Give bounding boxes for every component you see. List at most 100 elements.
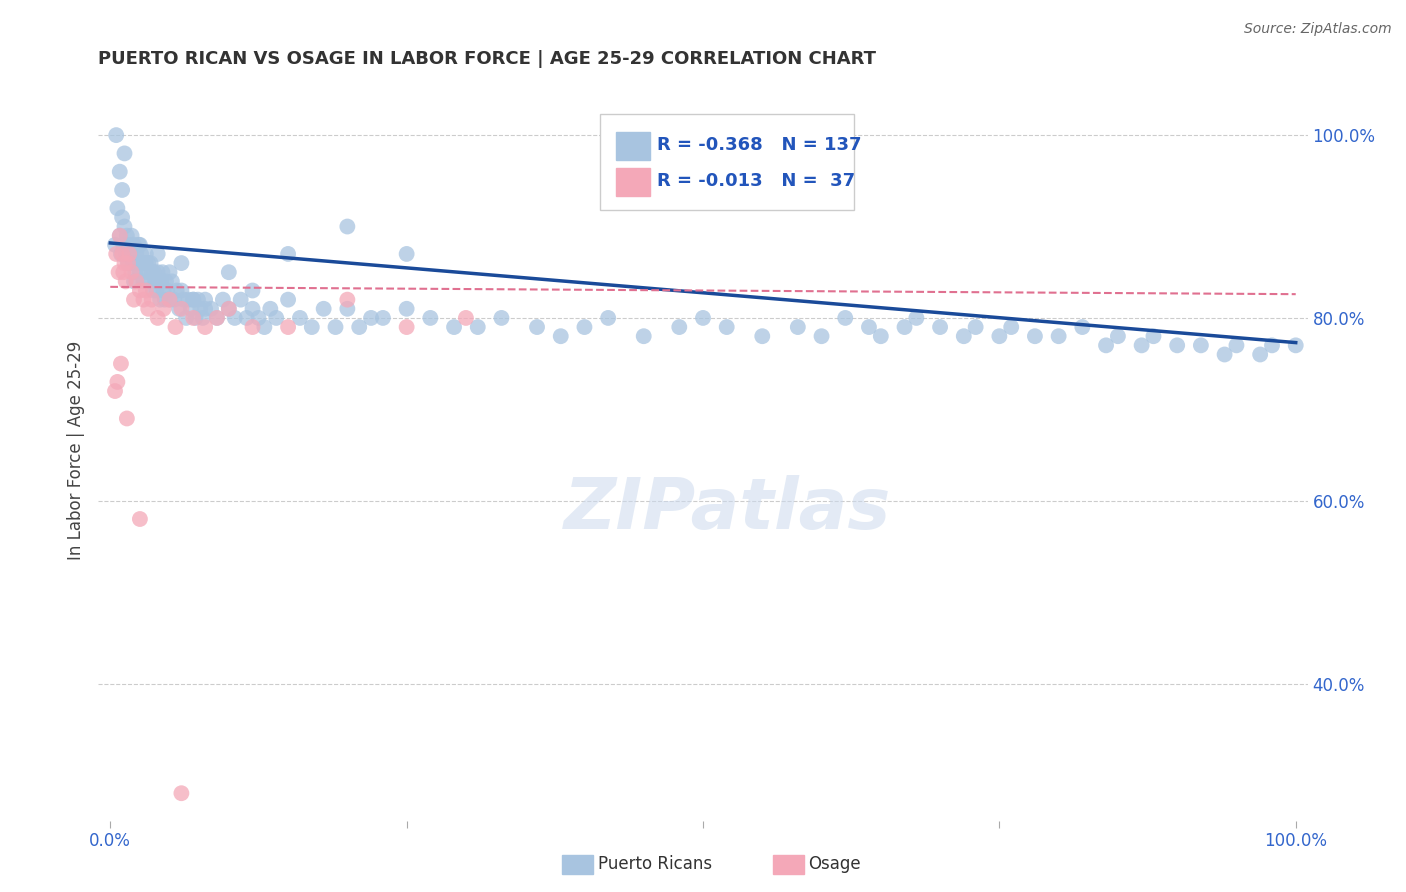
Point	[360, 310, 382, 325]
Point	[633, 329, 655, 343]
Point	[149, 293, 172, 307]
Point	[259, 301, 281, 316]
Point	[1249, 347, 1271, 361]
Point	[156, 284, 179, 298]
Point	[146, 247, 169, 261]
Point	[167, 301, 190, 316]
Point	[105, 201, 128, 215]
Point	[112, 237, 135, 252]
Point	[170, 786, 193, 800]
Point	[929, 320, 952, 334]
Point	[212, 293, 235, 307]
Point	[371, 310, 394, 325]
Point	[118, 247, 141, 261]
Point	[170, 284, 193, 298]
Point	[150, 274, 173, 288]
FancyBboxPatch shape	[600, 113, 855, 210]
Point	[114, 219, 136, 234]
Point	[467, 320, 489, 334]
Point	[205, 310, 228, 325]
Point	[105, 375, 128, 389]
Point	[159, 265, 181, 279]
Point	[121, 265, 143, 279]
Point	[1000, 320, 1022, 334]
Point	[152, 284, 174, 298]
Point	[277, 293, 299, 307]
Point	[135, 247, 157, 261]
Point	[111, 211, 134, 225]
Point	[122, 237, 145, 252]
Point	[253, 320, 276, 334]
Point	[159, 293, 181, 307]
Point	[180, 301, 202, 316]
Point	[1130, 338, 1153, 352]
Point	[965, 320, 987, 334]
Point	[170, 256, 193, 270]
Point	[218, 265, 240, 279]
Point	[107, 265, 129, 279]
Point	[136, 265, 159, 279]
Point	[173, 293, 195, 307]
Point	[112, 265, 135, 279]
Point	[187, 293, 209, 307]
Text: PUERTO RICAN VS OSAGE IN LABOR FORCE | AGE 25-29 CORRELATION CHART: PUERTO RICAN VS OSAGE IN LABOR FORCE | A…	[98, 50, 876, 68]
Point	[834, 310, 856, 325]
Point	[143, 274, 166, 288]
Point	[336, 293, 359, 307]
Point	[121, 228, 143, 243]
Point	[174, 310, 197, 325]
Point	[127, 256, 149, 270]
Point	[125, 274, 148, 288]
Text: Osage: Osage	[808, 855, 860, 873]
Point	[1189, 338, 1212, 352]
Point	[200, 301, 222, 316]
Point	[574, 320, 596, 334]
Point	[141, 293, 163, 307]
Point	[145, 284, 167, 298]
Point	[247, 310, 270, 325]
Point	[122, 293, 145, 307]
Point	[550, 329, 572, 343]
Point	[205, 310, 228, 325]
Point	[1095, 338, 1118, 352]
Point	[177, 293, 200, 307]
Point	[810, 329, 832, 343]
Point	[1107, 329, 1129, 343]
Point	[716, 320, 738, 334]
Point	[143, 265, 166, 279]
Point	[129, 512, 152, 526]
Point	[242, 284, 264, 298]
Point	[142, 284, 165, 298]
Point	[181, 293, 204, 307]
Point	[108, 228, 131, 243]
Point	[1213, 347, 1236, 361]
Point	[152, 301, 174, 316]
Point	[336, 301, 359, 316]
Point	[218, 301, 240, 316]
Point	[159, 293, 181, 307]
Point	[170, 301, 193, 316]
Point	[1225, 338, 1247, 352]
Y-axis label: In Labor Force | Age 25-29: In Labor Force | Age 25-29	[66, 341, 84, 560]
Point	[395, 320, 418, 334]
Point	[146, 265, 169, 279]
Point	[242, 301, 264, 316]
Point	[190, 301, 212, 316]
Point	[786, 320, 808, 334]
Text: R = -0.013   N =  37: R = -0.013 N = 37	[657, 172, 855, 190]
Point	[166, 284, 188, 298]
Point	[952, 329, 974, 343]
Point	[146, 310, 169, 325]
Point	[118, 237, 141, 252]
Point	[114, 274, 136, 288]
Point	[117, 256, 139, 270]
Point	[692, 310, 714, 325]
Point	[1261, 338, 1284, 352]
Point	[264, 310, 287, 325]
Point	[191, 310, 214, 325]
Text: ZIPatlas: ZIPatlas	[564, 475, 891, 544]
Point	[129, 247, 152, 261]
Point	[124, 265, 146, 279]
Point	[893, 320, 915, 334]
Point	[301, 320, 323, 334]
